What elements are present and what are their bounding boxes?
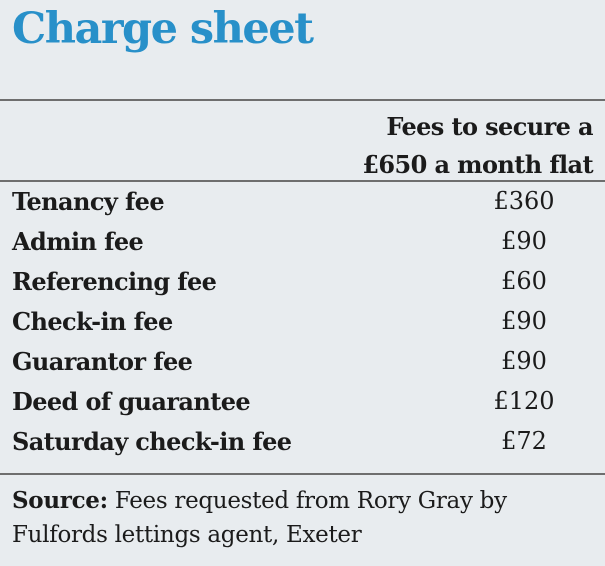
column-header: Fees to secure a £650 a month flat: [362, 108, 593, 184]
fee-label: Saturday check-in fee: [12, 427, 292, 456]
table-row: Admin fee £90: [0, 224, 605, 264]
column-header-line-2: £650 a month flat: [362, 150, 593, 179]
fee-value: £90: [501, 227, 547, 255]
source-label: Source:: [12, 487, 108, 514]
table-row: Check-in fee £90: [0, 304, 605, 344]
fee-value: £60: [501, 267, 547, 295]
table-row: Tenancy fee £360: [0, 184, 605, 224]
fee-label: Referencing fee: [12, 267, 217, 296]
table-row: Deed of guarantee £120: [0, 384, 605, 424]
source-note: Source: Fees requested from Rory Gray by…: [12, 484, 597, 552]
fee-table: Tenancy fee £360 Admin fee £90 Referenci…: [0, 184, 605, 464]
page-title: Charge sheet: [12, 4, 314, 54]
fee-value: £360: [493, 187, 555, 215]
top-divider: [0, 99, 605, 101]
column-header-line-1: Fees to secure a: [386, 112, 593, 141]
fee-label: Deed of guarantee: [12, 387, 251, 416]
fee-label: Check-in fee: [12, 307, 173, 336]
fee-label: Guarantor fee: [12, 347, 193, 376]
table-row: Saturday check-in fee £72: [0, 424, 605, 464]
fee-label: Admin fee: [12, 227, 144, 256]
fee-value: £120: [493, 387, 555, 415]
table-row: Referencing fee £60: [0, 264, 605, 304]
footer-divider: [0, 473, 605, 475]
source-text: Fees requested from Rory Gray by Fulford…: [12, 488, 507, 548]
fee-value: £90: [501, 347, 547, 375]
table-row: Guarantor fee £90: [0, 344, 605, 384]
header-divider: [0, 180, 605, 182]
fee-label: Tenancy fee: [12, 187, 165, 216]
fee-value: £72: [501, 427, 547, 455]
fee-value: £90: [501, 307, 547, 335]
